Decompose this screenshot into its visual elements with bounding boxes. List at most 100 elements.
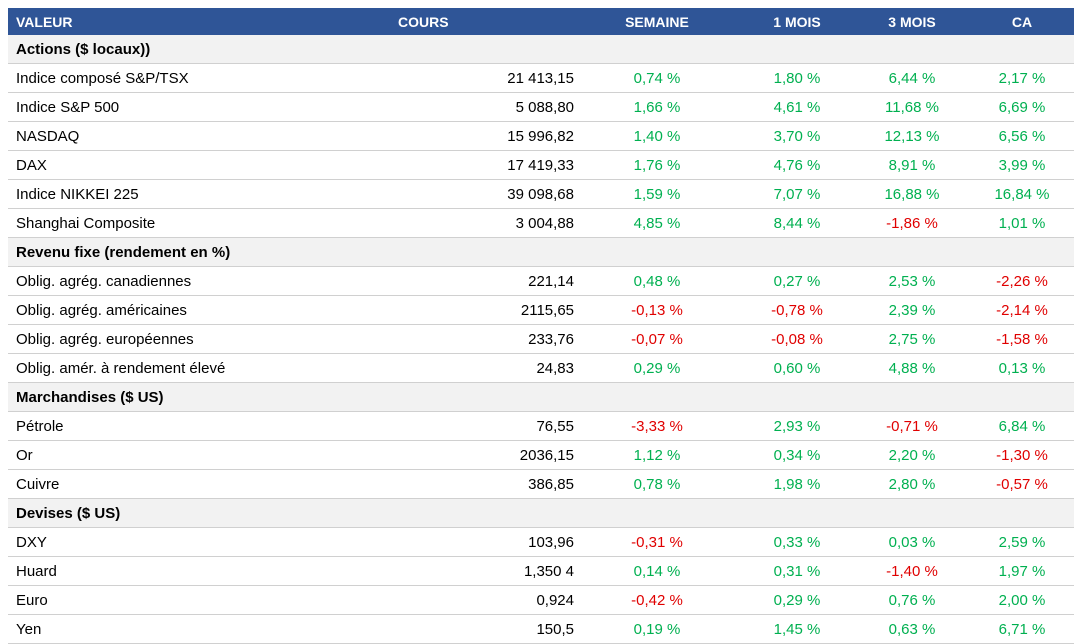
change: 8,91 %	[854, 150, 970, 180]
price: 76,55	[398, 411, 574, 441]
change: 4,85 %	[574, 208, 740, 238]
data-row: Oblig. amér. à rendement élevé 24,83 0,29 …	[8, 353, 1074, 383]
data-row: Oblig. agrég. américaines 2115,65 -0,13 % -…	[8, 295, 1074, 325]
change: 11,68 %	[854, 92, 970, 122]
column-header: SEMAINE	[574, 8, 740, 35]
change: 1,01 %	[970, 208, 1074, 238]
change: -1,40 %	[854, 556, 970, 586]
change: 1,45 %	[740, 614, 854, 644]
change: 2,53 %	[854, 266, 970, 296]
change: 0,29 %	[574, 353, 740, 383]
asset-name: Oblig. amér. à rendement élevé	[8, 353, 398, 383]
price: 2115,65	[398, 295, 574, 325]
column-header: 3 MOIS	[854, 8, 970, 35]
data-row: Shanghai Composite 3 004,88 4,85 % 8,44 % -1…	[8, 208, 1074, 238]
change: -0,57 %	[970, 469, 1074, 499]
price: 150,5	[398, 614, 574, 644]
change: 0,63 %	[854, 614, 970, 644]
change: -0,78 %	[740, 295, 854, 325]
price: 0,924	[398, 585, 574, 615]
section-title: Devises ($ US)	[8, 498, 398, 528]
change: 0,03 %	[854, 527, 970, 557]
price: 17 419,33	[398, 150, 574, 180]
change: 1,40 %	[574, 121, 740, 151]
change: 2,20 %	[854, 440, 970, 470]
section-title: Marchandises ($ US)	[8, 382, 398, 412]
change: 1,12 %	[574, 440, 740, 470]
change: -1,86 %	[854, 208, 970, 238]
change: -0,08 %	[740, 324, 854, 354]
data-row: Oblig. agrég. européennes 233,76 -0,07 % -0…	[8, 324, 1074, 354]
data-row: NASDAQ 15 996,82 1,40 % 3,70 % 12,13 % 6,56 %	[8, 121, 1074, 151]
change: -2,14 %	[970, 295, 1074, 325]
column-header: CA	[970, 8, 1074, 35]
change: 16,88 %	[854, 179, 970, 209]
section-row: Devises ($ US)	[8, 498, 1074, 528]
asset-name: Or	[8, 440, 398, 470]
price: 386,85	[398, 469, 574, 499]
change: 3,70 %	[740, 121, 854, 151]
change: 3,99 %	[970, 150, 1074, 180]
market-table: VALEUR COURS SEMAINE 1 MOIS 3 MOIS CA Actions…	[8, 8, 1074, 644]
change: 4,61 %	[740, 92, 854, 122]
change: 12,13 %	[854, 121, 970, 151]
change: 6,56 %	[970, 121, 1074, 151]
section-row: Actions ($ locaux))	[8, 35, 1074, 64]
change: 0,34 %	[740, 440, 854, 470]
change: 1,98 %	[740, 469, 854, 499]
change: 2,75 %	[854, 324, 970, 354]
section-title: Revenu fixe (rendement en %)	[8, 237, 398, 267]
change: 8,44 %	[740, 208, 854, 238]
change: 4,76 %	[740, 150, 854, 180]
asset-name: Oblig. agrég. américaines	[8, 295, 398, 325]
change: 0,29 %	[740, 585, 854, 615]
change: -0,31 %	[574, 527, 740, 557]
header-row: VALEUR COURS SEMAINE 1 MOIS 3 MOIS CA	[8, 8, 1074, 35]
change: 0,48 %	[574, 266, 740, 296]
asset-name: Euro	[8, 585, 398, 615]
asset-name: DAX	[8, 150, 398, 180]
data-row: Euro 0,924 -0,42 % 0,29 % 0,76 % 2,00 %	[8, 585, 1074, 615]
change: -3,33 %	[574, 411, 740, 441]
asset-name: Indice NIKKEI 225	[8, 179, 398, 209]
asset-name: Yen	[8, 614, 398, 644]
change: 7,07 %	[740, 179, 854, 209]
data-row: Oblig. agrég. canadiennes 221,14 0,48 % 0,2…	[8, 266, 1074, 296]
change: 1,66 %	[574, 92, 740, 122]
column-header: COURS	[398, 8, 574, 35]
change: 16,84 %	[970, 179, 1074, 209]
section-fill	[398, 382, 1074, 412]
column-header: VALEUR	[8, 8, 398, 35]
change: -0,07 %	[574, 324, 740, 354]
asset-name: Cuivre	[8, 469, 398, 499]
asset-name: NASDAQ	[8, 121, 398, 151]
change: -1,30 %	[970, 440, 1074, 470]
price: 233,76	[398, 324, 574, 354]
price: 15 996,82	[398, 121, 574, 151]
section-fill	[398, 498, 1074, 528]
change: -0,13 %	[574, 295, 740, 325]
price: 103,96	[398, 527, 574, 557]
change: -1,58 %	[970, 324, 1074, 354]
change: 0,76 %	[854, 585, 970, 615]
change: 6,69 %	[970, 92, 1074, 122]
section-fill	[398, 35, 1074, 64]
change: 0,60 %	[740, 353, 854, 383]
price: 5 088,80	[398, 92, 574, 122]
change: 0,19 %	[574, 614, 740, 644]
change: 4,88 %	[854, 353, 970, 383]
change: 1,76 %	[574, 150, 740, 180]
change: 0,31 %	[740, 556, 854, 586]
column-header: 1 MOIS	[740, 8, 854, 35]
section-row: Revenu fixe (rendement en %)	[8, 237, 1074, 267]
price: 24,83	[398, 353, 574, 383]
change: -0,42 %	[574, 585, 740, 615]
change: 0,74 %	[574, 63, 740, 93]
asset-name: Indice S&P 500	[8, 92, 398, 122]
price: 1,350 4	[398, 556, 574, 586]
change: 2,93 %	[740, 411, 854, 441]
data-row: Pétrole 76,55 -3,33 % 2,93 % -0,71 % 6,84 %	[8, 411, 1074, 441]
change: 2,17 %	[970, 63, 1074, 93]
change: 0,78 %	[574, 469, 740, 499]
asset-name: Oblig. agrég. européennes	[8, 324, 398, 354]
